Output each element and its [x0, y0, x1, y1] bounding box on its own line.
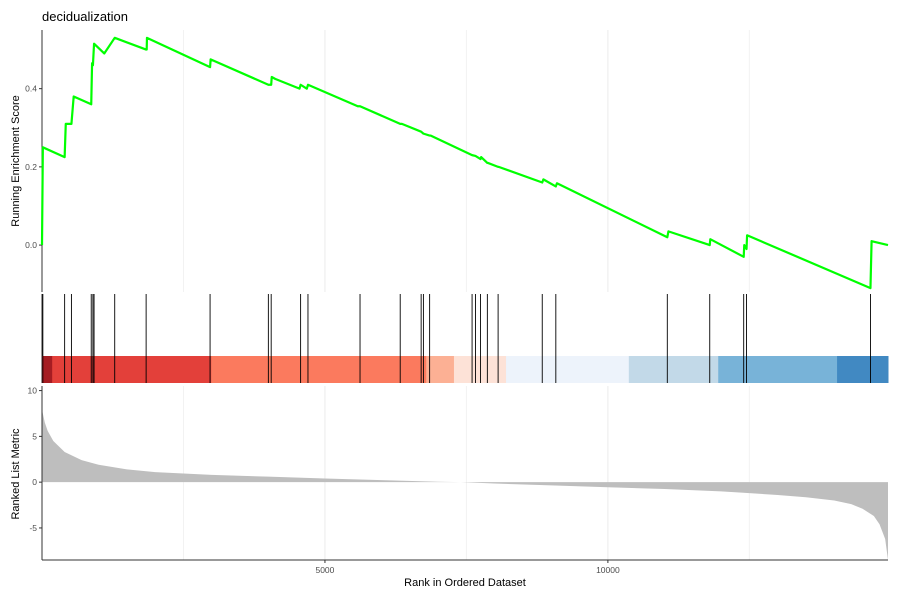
color-band-segment — [52, 356, 212, 383]
running-es-line — [40, 36, 889, 290]
color-band-segment — [211, 356, 427, 383]
metric-vertical-gridlines — [182, 386, 750, 560]
metric-y-ticks: -5 0 5 10 — [28, 386, 42, 533]
metric-y-tick-label: 10 — [28, 386, 38, 396]
x-tick-label: 10000 — [596, 565, 620, 575]
hit-marks — [42, 294, 871, 383]
ranked-metric-area — [42, 409, 888, 560]
metric-y-axis-title: Ranked List Metric — [10, 428, 22, 520]
metric-y-tick-label: -5 — [29, 523, 37, 533]
x-axis-title: Rank in Ordered Dataset — [404, 577, 526, 589]
es-y-tick-label: 0.2 — [25, 162, 37, 172]
rank-color-band — [42, 356, 889, 383]
color-band-segment — [837, 356, 889, 383]
x-ticks: 5000 10000 — [315, 560, 620, 575]
color-band-segment — [426, 356, 455, 383]
running-es-panel: 0.0 0.2 0.4 Running Enrichment Score — [10, 30, 889, 292]
metric-y-tick-label: 5 — [32, 431, 37, 441]
ranked-metric-panel: -5 0 5 10 5000 10000 Ranked List Metric Rank… — [10, 386, 888, 589]
gene-hits-panel — [41, 294, 889, 383]
color-band-segment — [42, 356, 53, 383]
es-y-axis-title: Running Enrichment Score — [10, 95, 22, 226]
es-y-ticks: 0.0 0.2 0.4 — [25, 84, 42, 250]
x-tick-label: 5000 — [315, 565, 334, 575]
es-y-tick-label: 0.0 — [25, 240, 37, 250]
metric-y-tick-label: 0 — [32, 477, 37, 487]
color-band-segment — [628, 356, 719, 383]
chart-title: decidualization — [42, 9, 128, 24]
color-band-segment — [506, 356, 630, 383]
es-vertical-gridlines — [182, 30, 750, 292]
color-band-segment — [718, 356, 838, 383]
es-y-tick-label: 0.4 — [25, 84, 37, 94]
